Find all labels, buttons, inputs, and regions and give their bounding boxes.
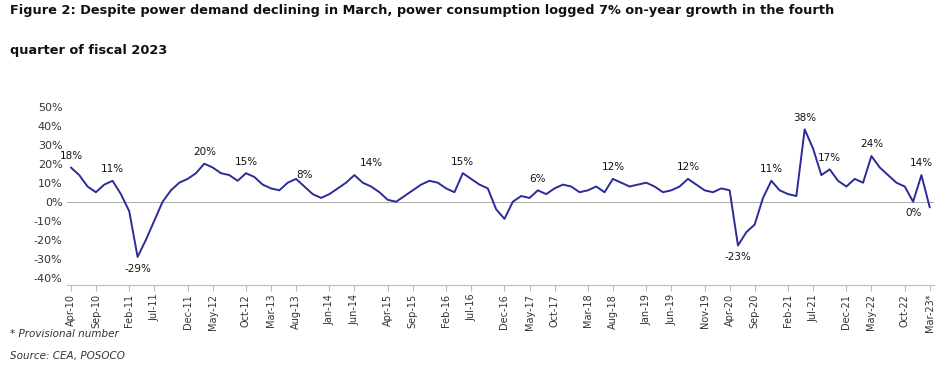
Text: quarter of fiscal 2023: quarter of fiscal 2023 — [10, 44, 167, 57]
Text: 12%: 12% — [601, 162, 624, 172]
Text: Source: CEA, POSOCO: Source: CEA, POSOCO — [10, 351, 125, 361]
Text: 20%: 20% — [192, 147, 215, 157]
Text: 14%: 14% — [909, 158, 932, 168]
Text: -29%: -29% — [124, 264, 150, 274]
Text: 6%: 6% — [529, 173, 545, 184]
Text: 17%: 17% — [817, 153, 841, 163]
Text: 11%: 11% — [101, 164, 124, 174]
Text: 24%: 24% — [859, 139, 883, 149]
Text: 15%: 15% — [234, 157, 257, 167]
Text: 14%: 14% — [359, 158, 383, 168]
Text: 11%: 11% — [759, 164, 783, 174]
Text: 15%: 15% — [450, 157, 474, 167]
Text: -23%: -23% — [724, 252, 750, 262]
Text: 18%: 18% — [59, 151, 83, 161]
Text: Figure 2: Despite power demand declining in March, power consumption logged 7% o: Figure 2: Despite power demand declining… — [10, 4, 833, 17]
Text: * Provisional number: * Provisional number — [10, 329, 118, 339]
Text: 0%: 0% — [904, 208, 921, 219]
Text: 8%: 8% — [296, 170, 312, 180]
Text: 38%: 38% — [792, 113, 816, 123]
Text: 12%: 12% — [676, 162, 699, 172]
